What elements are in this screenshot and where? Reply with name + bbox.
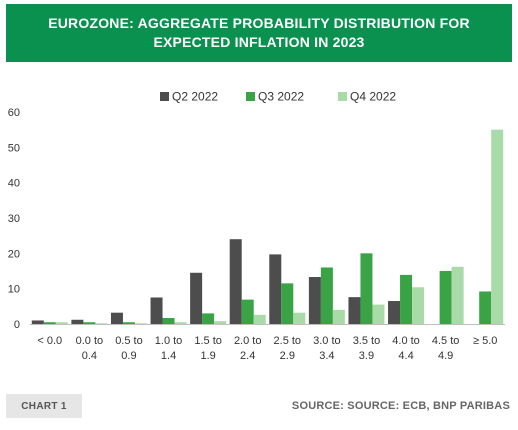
x-tick-label: ≥ 5.0: [473, 335, 497, 347]
y-tick-label: 50: [8, 142, 20, 154]
x-tick-label: 1.5 to 1.9: [194, 335, 222, 362]
bar: [479, 291, 492, 324]
bar: [174, 322, 187, 324]
y-tick-label: 60: [8, 107, 20, 119]
bar: [451, 266, 464, 324]
bar-chart: Q2 2022 Q3 2022 Q4 2022 0 10 20 30 40 50 60 < 0.0 0…: [8, 90, 505, 362]
bar: [122, 322, 135, 324]
bar: [190, 272, 203, 324]
x-tick-label: 1.0 to 1.4: [155, 335, 183, 362]
bar: [83, 322, 96, 324]
legend-label: Q2 2022: [172, 90, 218, 104]
bar: [134, 323, 147, 324]
legend-label: Q4 2022: [350, 90, 396, 104]
bar: [150, 297, 163, 324]
legend-swatch: [160, 92, 169, 101]
bar: [71, 319, 84, 324]
bar: [293, 312, 306, 324]
chart-number-tag: CHART 1: [6, 394, 82, 418]
x-tick-label: 4.0 to 4.4: [392, 335, 420, 362]
legend-swatch: [338, 92, 347, 101]
x-tick-label: 2.5 to 2.9: [274, 335, 302, 362]
x-tick-label: < 0.0: [37, 335, 62, 347]
y-tick-label: 10: [8, 284, 20, 296]
legend-swatch: [246, 92, 255, 101]
bar: [253, 314, 266, 324]
bar: [241, 299, 254, 324]
bar: [308, 277, 321, 324]
bar: [95, 323, 108, 324]
chart-title-banner: EUROZONE: AGGREGATE PROBABILITY DISTRIBU…: [6, 4, 512, 62]
bar: [332, 309, 345, 324]
bar: [439, 271, 452, 324]
x-tick-label: 4.5 to 4.9: [432, 335, 460, 362]
source-note: SOURCE: SOURCE: ECB, BNP PARIBAS: [291, 400, 510, 412]
bar: [31, 320, 44, 324]
bar: [162, 317, 175, 324]
y-tick-label: 0: [14, 319, 20, 331]
y-tick-label: 40: [8, 178, 20, 190]
bar: [281, 283, 294, 324]
bar: [43, 322, 56, 324]
bar: [388, 301, 401, 324]
bar: [320, 267, 333, 324]
bar: [202, 313, 215, 324]
chart-title-line-2: EXPECTED INFLATION IN 2023: [153, 34, 365, 50]
bar: [110, 312, 123, 324]
y-tick-label: 20: [8, 248, 20, 260]
bar: [491, 129, 504, 324]
bar: [360, 253, 373, 324]
bar: [412, 287, 425, 324]
legend-label: Q3 2022: [258, 90, 304, 104]
x-tick-label: 0.0 to 0.4: [76, 335, 104, 362]
x-tick-label: 2.0 to 2.4: [234, 335, 262, 362]
bar: [269, 254, 282, 324]
x-tick-label: 0.5 to 0.9: [115, 335, 143, 362]
bar: [372, 304, 385, 324]
bar: [55, 322, 68, 324]
y-tick-label: 30: [8, 213, 20, 225]
bar: [348, 297, 361, 324]
bar: [229, 239, 242, 324]
chart-title-line-1: EUROZONE: AGGREGATE PROBABILITY DISTRIBU…: [48, 15, 470, 31]
bar: [400, 274, 413, 324]
x-tick-label: 3.5 to 3.9: [353, 335, 381, 362]
x-tick-label: 3.0 to 3.4: [313, 335, 341, 362]
bar: [214, 321, 227, 324]
